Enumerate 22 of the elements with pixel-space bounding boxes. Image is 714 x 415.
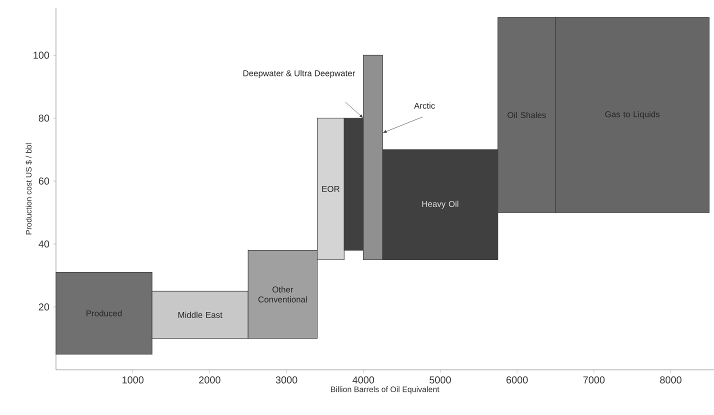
x-tick-label: 1000 [122, 376, 144, 384]
x-tick-label: 2000 [199, 376, 220, 384]
category-label: Middle East [178, 312, 222, 318]
x-tick-label: 4000 [352, 376, 374, 384]
x-tick-label: 7000 [583, 376, 605, 384]
category-label: Oil Shales [508, 112, 546, 118]
x-tick-label: 5000 [430, 376, 451, 384]
y-tick-label: 20 [38, 303, 50, 311]
category-label: EOR [322, 186, 340, 192]
y-tick-label: 60 [38, 178, 50, 185]
category-label: Other Conventional [258, 286, 307, 303]
category-label: Produced [86, 310, 122, 316]
y-tick-label: 40 [38, 240, 50, 248]
category-label: Arctic [414, 102, 435, 109]
category-label: Deepwater & Ultra Deepwater [243, 70, 356, 78]
category-label: Gas to Liquids [605, 111, 660, 119]
y-tick-label: 100 [34, 52, 50, 59]
category-label: Heavy Oil [422, 200, 458, 209]
y-tick-label: 80 [38, 114, 50, 122]
x-tick-label: 3000 [276, 376, 298, 384]
x-tick-label: 8000 [660, 376, 682, 384]
x-tick-label: 6000 [506, 376, 528, 384]
